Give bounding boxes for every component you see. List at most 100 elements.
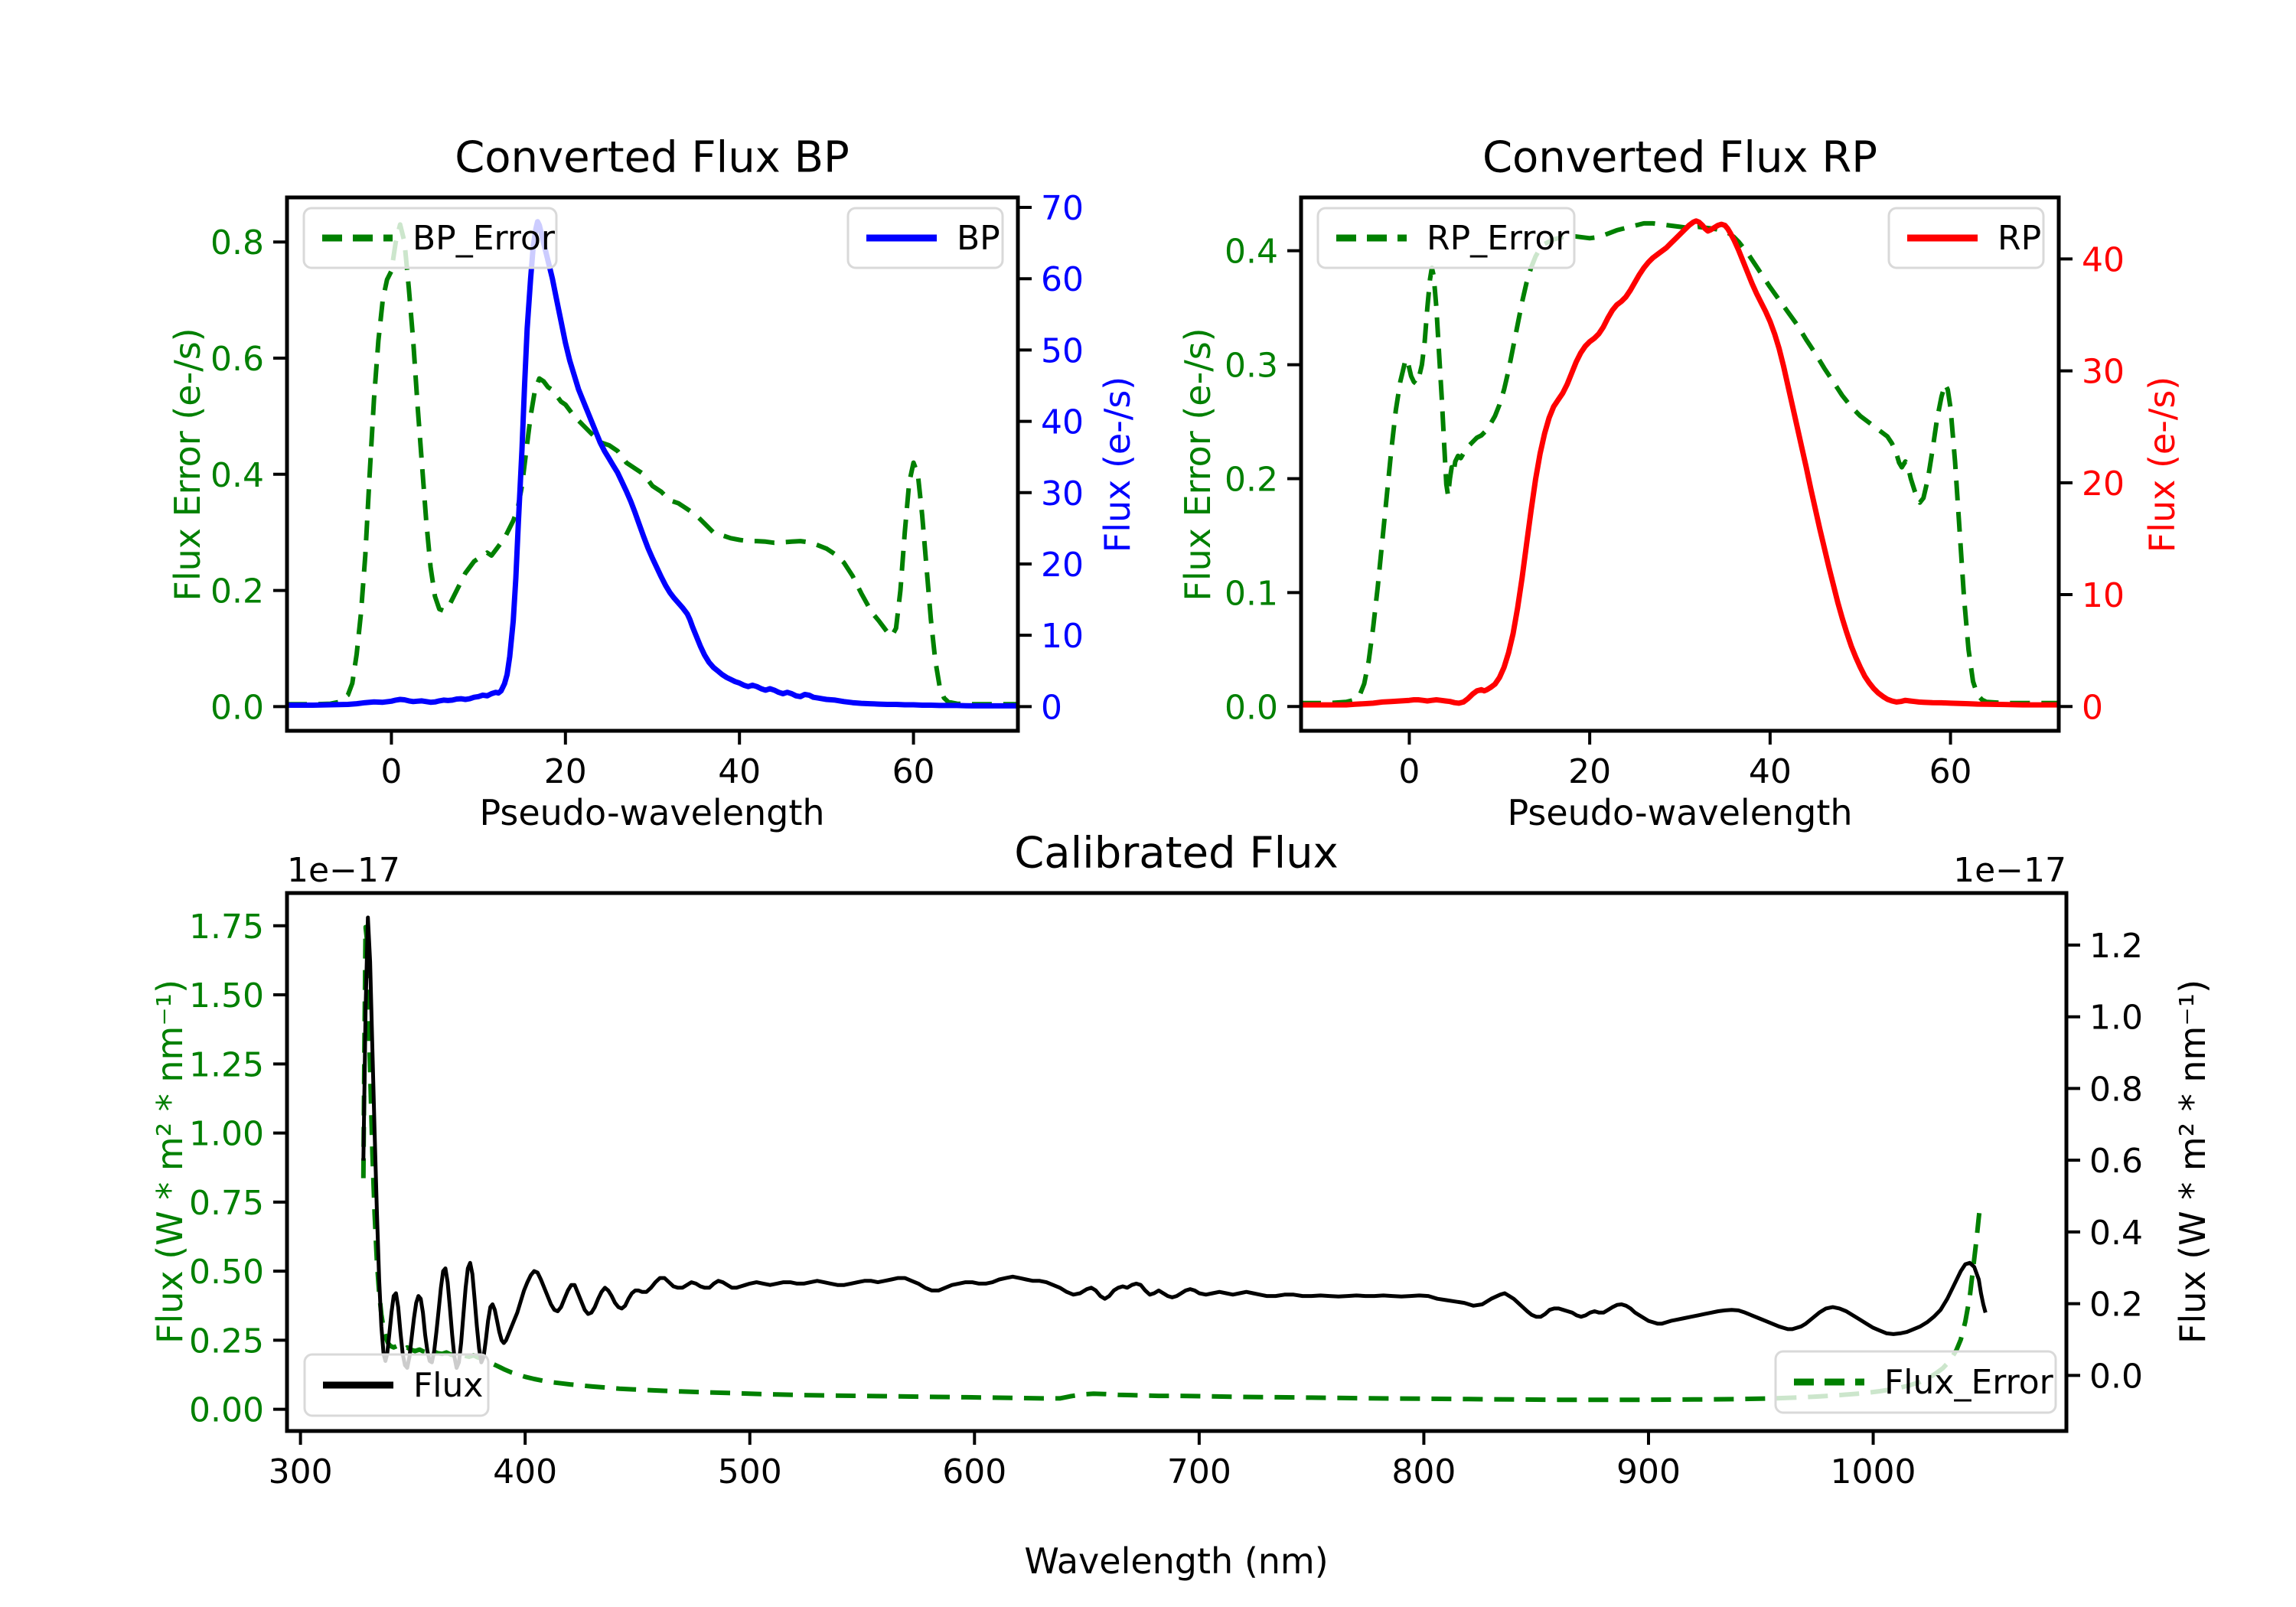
y-tick-label: 40 bbox=[1041, 403, 1084, 442]
x-tick-label: 40 bbox=[1749, 752, 1792, 791]
legend-box bbox=[1774, 1350, 2057, 1414]
x-tick-label: 600 bbox=[942, 1452, 1006, 1491]
calibrated-series bbox=[360, 915, 1988, 1403]
y-tick-label: 70 bbox=[1041, 189, 1084, 228]
y-tick-label: 1.25 bbox=[189, 1045, 264, 1084]
rp-series bbox=[1301, 218, 2059, 708]
y-tick-label: 1.0 bbox=[2089, 999, 2143, 1038]
calibrated-yaxis-left-label: Flux (W * m² * nm⁻¹) bbox=[149, 979, 191, 1345]
x-tick-label: 20 bbox=[1568, 752, 1611, 791]
bp-error-legend: BP_Error bbox=[302, 207, 558, 269]
y-tick-label: 0.0 bbox=[210, 688, 264, 727]
flux-error-line bbox=[360, 924, 1982, 1403]
y-tick-label: 0.0 bbox=[1225, 688, 1278, 727]
calibrated-subplot: 300 400 500 600 700 800 900 1000 0.00 0.25 0.50 0.7… bbox=[189, 891, 2143, 1491]
legend-box bbox=[302, 207, 558, 269]
y-tick-label: 0.4 bbox=[1225, 233, 1278, 272]
y-tick-label: 0.0 bbox=[2089, 1357, 2143, 1396]
x-tick-label: 300 bbox=[269, 1452, 333, 1491]
y-tick-label: 0.4 bbox=[2089, 1214, 2143, 1253]
y-tick-label: 0.50 bbox=[189, 1253, 264, 1292]
x-tick-label: 700 bbox=[1167, 1452, 1231, 1491]
y-tick-label: 0.6 bbox=[210, 340, 264, 379]
bp-xaxis-label: Pseudo-wavelength bbox=[479, 792, 825, 833]
y-tick-label: 1.00 bbox=[189, 1115, 264, 1154]
rp-yaxis-left-label: Flux Error (e-/s) bbox=[1177, 328, 1218, 601]
bp-yaxis-right-label: Flux (e-/s) bbox=[1097, 376, 1138, 553]
bp-axes-frame bbox=[285, 195, 1020, 733]
x-tick-label: 0 bbox=[380, 752, 402, 791]
y-tick-label: 0.8 bbox=[2089, 1070, 2143, 1109]
y-tick-label: 1.2 bbox=[2089, 927, 2143, 966]
bp-yaxis-left-label: Flux Error (e-/s) bbox=[167, 328, 208, 601]
y-tick-label: 40 bbox=[2082, 240, 2125, 279]
rp-legend: RP bbox=[1887, 207, 2045, 269]
y-tick-label: 0.2 bbox=[2089, 1286, 2143, 1325]
y-tick-label: 10 bbox=[1041, 617, 1084, 656]
x-tick-label: 60 bbox=[892, 752, 935, 791]
rp-subplot: 0 20 40 60 0.0 0.1 0.2 0.3 0.4 0 10 20 30 40 RP_Error R… bbox=[1225, 195, 2125, 791]
calibrated-title: Calibrated Flux bbox=[1014, 828, 1339, 878]
legend-label: Flux bbox=[413, 1366, 483, 1405]
flux-legend: Flux bbox=[303, 1353, 490, 1417]
y-tick-label: 0.25 bbox=[189, 1322, 264, 1361]
y-tick-label: 30 bbox=[2082, 353, 2125, 392]
rp-yaxis-right-label: Flux (e-/s) bbox=[2141, 376, 2183, 553]
x-tick-label: 900 bbox=[1616, 1452, 1681, 1491]
bp-error-line bbox=[287, 222, 1018, 707]
x-tick-label: 800 bbox=[1391, 1452, 1456, 1491]
y-tick-label: 20 bbox=[2082, 464, 2125, 504]
calibrated-yaxis-right-label: Flux (W * m² * nm⁻¹) bbox=[2172, 979, 2213, 1345]
y-tick-label: 0.1 bbox=[1225, 574, 1278, 613]
y-tick-label: 0.75 bbox=[189, 1184, 264, 1223]
legend-label: Flux_Error bbox=[1884, 1363, 2054, 1402]
y-tick-label: 10 bbox=[2082, 576, 2125, 615]
y-tick-label: 20 bbox=[1041, 546, 1084, 585]
offset-text-left: 1e−17 bbox=[287, 851, 400, 890]
x-tick-label: 40 bbox=[718, 752, 761, 791]
x-tick-label: 0 bbox=[1398, 752, 1420, 791]
y-tick-label: 30 bbox=[1041, 474, 1084, 513]
y-tick-label: 60 bbox=[1041, 260, 1084, 299]
rp-error-legend: RP_Error bbox=[1316, 207, 1576, 269]
x-tick-label: 400 bbox=[493, 1452, 557, 1491]
legend-label: RP bbox=[1998, 219, 2041, 258]
y-tick-label: 0.2 bbox=[210, 572, 264, 611]
bp-legend: BP bbox=[846, 207, 1004, 269]
flux-error-legend: Flux_Error bbox=[1774, 1350, 2057, 1414]
y-tick-label: 0 bbox=[1041, 688, 1062, 727]
y-tick-label: 0.3 bbox=[1225, 347, 1278, 386]
x-tick-label: 1000 bbox=[1831, 1452, 1916, 1491]
bp-subplot: 0 20 40 60 0.0 0.2 0.4 0.6 0.8 0 10 20 30 40 50 60 70 BP_… bbox=[210, 189, 1084, 791]
y-tick-label: 0.6 bbox=[2089, 1142, 2143, 1181]
flux-line bbox=[361, 915, 1988, 1370]
bp-line bbox=[287, 219, 1018, 709]
bp-series bbox=[287, 219, 1018, 709]
y-tick-label: 1.50 bbox=[189, 976, 264, 1015]
rp-error-line bbox=[1301, 220, 2059, 706]
x-tick-label: 60 bbox=[1929, 752, 1972, 791]
calibrated-xaxis-label: Wavelength (nm) bbox=[1024, 1540, 1329, 1582]
rp-xaxis-label: Pseudo-wavelength bbox=[1507, 792, 1853, 833]
x-tick-label: 20 bbox=[544, 752, 587, 791]
calibrated-axes-frame bbox=[285, 891, 2069, 1433]
y-tick-label: 50 bbox=[1041, 331, 1084, 370]
y-tick-label: 0 bbox=[2082, 688, 2103, 727]
rp-line bbox=[1301, 218, 2059, 708]
legend-box bbox=[1316, 207, 1576, 269]
y-tick-label: 1.75 bbox=[189, 908, 264, 947]
rp-title: Converted Flux RP bbox=[1482, 132, 1878, 183]
y-tick-label: 0.2 bbox=[1225, 460, 1278, 499]
y-tick-label: 0.8 bbox=[210, 223, 264, 262]
x-tick-label: 500 bbox=[718, 1452, 782, 1491]
bp-title: Converted Flux BP bbox=[455, 132, 850, 183]
legend-label: BP bbox=[957, 219, 1000, 258]
legend-box bbox=[303, 1353, 490, 1417]
y-tick-label: 0.00 bbox=[189, 1391, 264, 1430]
rp-axes-frame bbox=[1299, 195, 2061, 733]
y-tick-label: 0.4 bbox=[210, 456, 264, 495]
offset-text-right: 1e−17 bbox=[1953, 851, 2066, 890]
legend-label: RP_Error bbox=[1427, 219, 1570, 258]
